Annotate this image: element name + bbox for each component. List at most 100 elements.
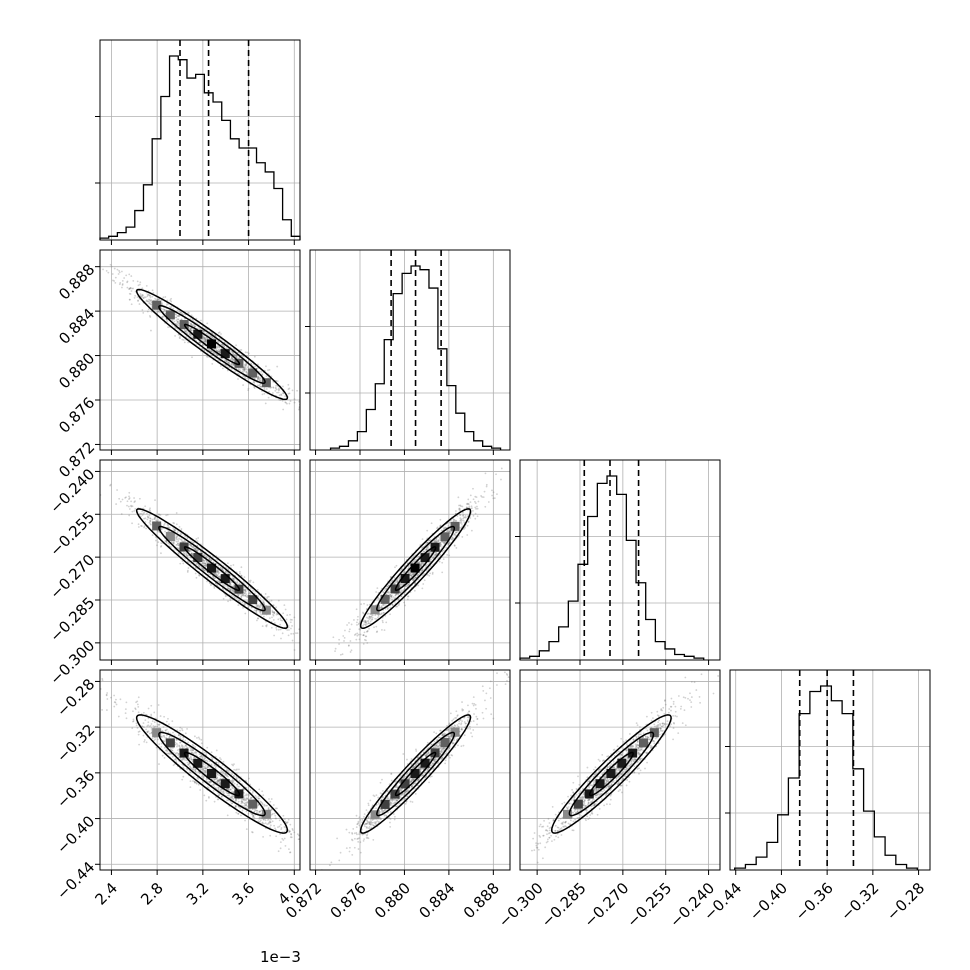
- sample-point: [483, 490, 486, 493]
- sample-point: [228, 366, 231, 369]
- sample-point: [434, 551, 437, 554]
- sample-point: [261, 822, 264, 825]
- sample-point: [452, 520, 455, 523]
- sample-point: [454, 535, 457, 537]
- sample-point: [245, 368, 248, 371]
- sample-point: [324, 650, 326, 652]
- sample-point: [339, 661, 341, 663]
- sample-point: [188, 549, 191, 552]
- sample-point: [245, 363, 247, 365]
- contour-level-2: [135, 508, 289, 630]
- sample-point: [237, 594, 240, 597]
- sample-point: [202, 568, 205, 571]
- sample-point: [219, 757, 221, 759]
- sample-point: [163, 524, 165, 526]
- sample-point: [285, 822, 288, 824]
- sample-point: [277, 389, 280, 392]
- sample-point: [271, 611, 274, 614]
- sample-point: [179, 729, 181, 732]
- sample-point: [404, 604, 406, 607]
- sample-point: [232, 578, 234, 581]
- sample-point: [188, 550, 190, 553]
- sample-point: [474, 512, 477, 515]
- sample-point: [332, 636, 335, 639]
- sample-point: [239, 349, 241, 352]
- sample-point: [470, 529, 473, 532]
- sample-point: [421, 569, 424, 572]
- sample-point: [396, 578, 399, 580]
- sample-point: [407, 595, 410, 598]
- sample-point: [195, 751, 198, 754]
- sample-point: [266, 597, 268, 600]
- sample-point: [405, 585, 407, 588]
- sample-point: [425, 548, 427, 551]
- sample-point: [150, 303, 152, 306]
- sample-point: [257, 375, 260, 378]
- sample-point: [191, 545, 194, 548]
- sample-point: [116, 268, 119, 271]
- sample-point: [371, 614, 374, 617]
- sample-point: [245, 370, 248, 373]
- sample-point: [360, 603, 363, 606]
- sample-point: [189, 780, 192, 783]
- sample-point: [460, 505, 462, 508]
- sample-point: [141, 309, 144, 311]
- sample-point: [206, 766, 209, 768]
- sample-point: [212, 783, 215, 786]
- sample-point: [230, 580, 233, 583]
- sample-point: [245, 810, 248, 813]
- sample-point: [420, 562, 423, 565]
- sample-point: [446, 529, 449, 532]
- sample-point: [204, 338, 207, 341]
- sample-point: [205, 799, 208, 802]
- sample-point: [218, 793, 221, 796]
- sample-point: [120, 270, 123, 273]
- sample-point: [130, 505, 133, 508]
- sample-point: [240, 594, 243, 597]
- sample-point: [413, 573, 415, 575]
- sample-point: [151, 295, 154, 298]
- sample-point: [224, 773, 227, 775]
- sample-point: [215, 571, 218, 573]
- sample-point: [421, 569, 424, 572]
- sample-point: [476, 505, 478, 508]
- sample-point: [268, 368, 271, 371]
- sample-point: [193, 325, 196, 328]
- sample-point: [381, 619, 384, 622]
- sample-point: [143, 526, 146, 529]
- sample-point: [225, 360, 228, 363]
- sample-point: [139, 293, 142, 295]
- sample-point: [444, 526, 447, 529]
- sample-point: [364, 621, 367, 624]
- sample-point: [274, 387, 277, 390]
- sample-point: [241, 801, 244, 804]
- sample-point: [258, 788, 261, 791]
- sample-point: [190, 324, 193, 327]
- sample-point: [492, 497, 495, 500]
- sample-point: [246, 373, 249, 375]
- sample-point: [179, 562, 182, 565]
- sample-point: [190, 552, 193, 555]
- sample-point: [128, 491, 131, 494]
- sample-point: [125, 701, 128, 704]
- sample-point: [131, 510, 134, 513]
- sample-point: [323, 648, 325, 650]
- sample-point: [141, 293, 144, 296]
- sample-point: [109, 483, 112, 486]
- sample-point: [219, 566, 222, 569]
- sample-point: [289, 621, 292, 624]
- sample-point: [255, 609, 258, 612]
- sample-point: [173, 528, 175, 531]
- sample-point: [249, 593, 252, 596]
- sample-point: [270, 599, 273, 602]
- sample-point: [187, 341, 189, 344]
- sample-point: [150, 329, 152, 332]
- sample-point: [388, 592, 391, 594]
- sample-point: [257, 617, 259, 620]
- sample-point: [190, 758, 193, 761]
- sample-point: [119, 281, 122, 284]
- sample-point: [191, 356, 193, 359]
- sample-point: [190, 556, 193, 559]
- sample-point: [187, 561, 190, 563]
- sample-point: [290, 632, 293, 635]
